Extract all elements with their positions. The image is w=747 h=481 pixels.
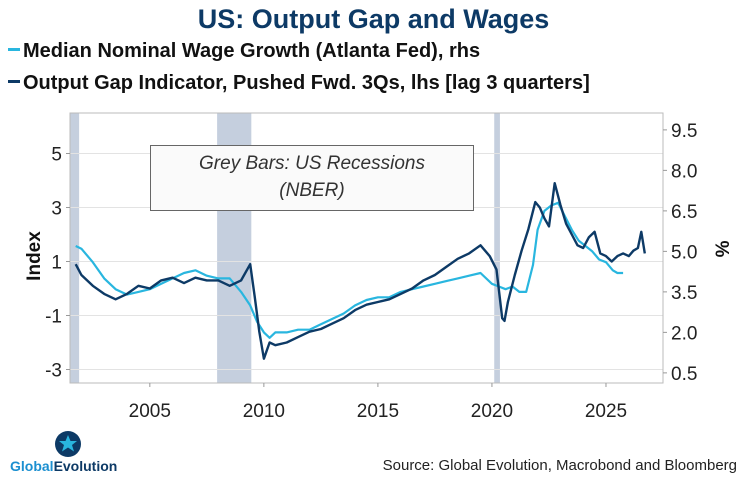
y-left-tick-label: 1 — [51, 253, 62, 274]
source-note: Source: Global Evolution, Macrobond and … — [382, 457, 737, 474]
legend-wage: Median Nominal Wage Growth (Atlanta Fed)… — [8, 40, 480, 63]
y-left-tick-label: 3 — [51, 199, 62, 220]
logo-text-global: Global — [10, 458, 54, 474]
y-left-tick-label: 5 — [51, 145, 62, 166]
series-wage-growth-line — [75, 201, 624, 339]
axes: 5 3 1 -1 -3 9.5 8.0 6.5 5.0 3.5 2.0 0.5 2005 2010 2015… — [45, 112, 697, 422]
logo-text: GlobalEvolution — [10, 458, 117, 474]
x-tick-label: 2005 — [129, 401, 171, 422]
y-right-tick-label: 5.0 — [671, 242, 697, 263]
series-output-gap-line — [74, 181, 646, 360]
y-axis-left-label: Index — [23, 231, 45, 281]
legend-gap: Output Gap Indicator, Pushed Fwd. 3Qs, l… — [8, 72, 590, 95]
y-right-tick-label: 2.0 — [671, 323, 697, 344]
legend-wage-label: Median Nominal Wage Growth (Atlanta Fed)… — [23, 40, 481, 62]
y-axis-right-label: % — [710, 240, 732, 258]
x-tick-label: 2025 — [585, 401, 627, 422]
y-right-tick-label: 6.5 — [671, 202, 697, 223]
recession-bar-0 — [70, 113, 80, 383]
recession-annotation: Grey Bars: US Recessions (NBER) — [150, 145, 474, 211]
chart-title: US: Output Gap and Wages — [197, 4, 550, 34]
logo-text-evolution: Evolution — [53, 458, 118, 474]
recession-bar-2 — [494, 113, 500, 383]
y-right-tick-label: 3.5 — [671, 283, 697, 304]
y-left-tick-label: -1 — [45, 307, 62, 328]
y-right-tick-label: 9.5 — [671, 121, 697, 142]
logo-star-icon — [59, 435, 77, 452]
y-right-tick-label: 0.5 — [671, 364, 697, 385]
legend-gap-swatch — [8, 80, 20, 84]
global-evolution-logo — [55, 431, 81, 457]
annotation-line1: Grey Bars: US Recessions — [199, 153, 425, 174]
annotation-line2: (NBER) — [279, 180, 345, 201]
legend-wage-swatch — [8, 48, 20, 52]
y-left-tick-label: -3 — [45, 361, 62, 382]
x-tick-label: 2020 — [471, 401, 513, 422]
series-lines — [74, 181, 646, 360]
x-tick-label: 2010 — [243, 401, 285, 422]
legend-gap-label: Output Gap Indicator, Pushed Fwd. 3Qs, l… — [23, 72, 590, 94]
y-right-tick-label: 8.0 — [671, 161, 697, 182]
x-tick-label: 2015 — [357, 401, 399, 422]
plot-frame — [69, 112, 664, 384]
